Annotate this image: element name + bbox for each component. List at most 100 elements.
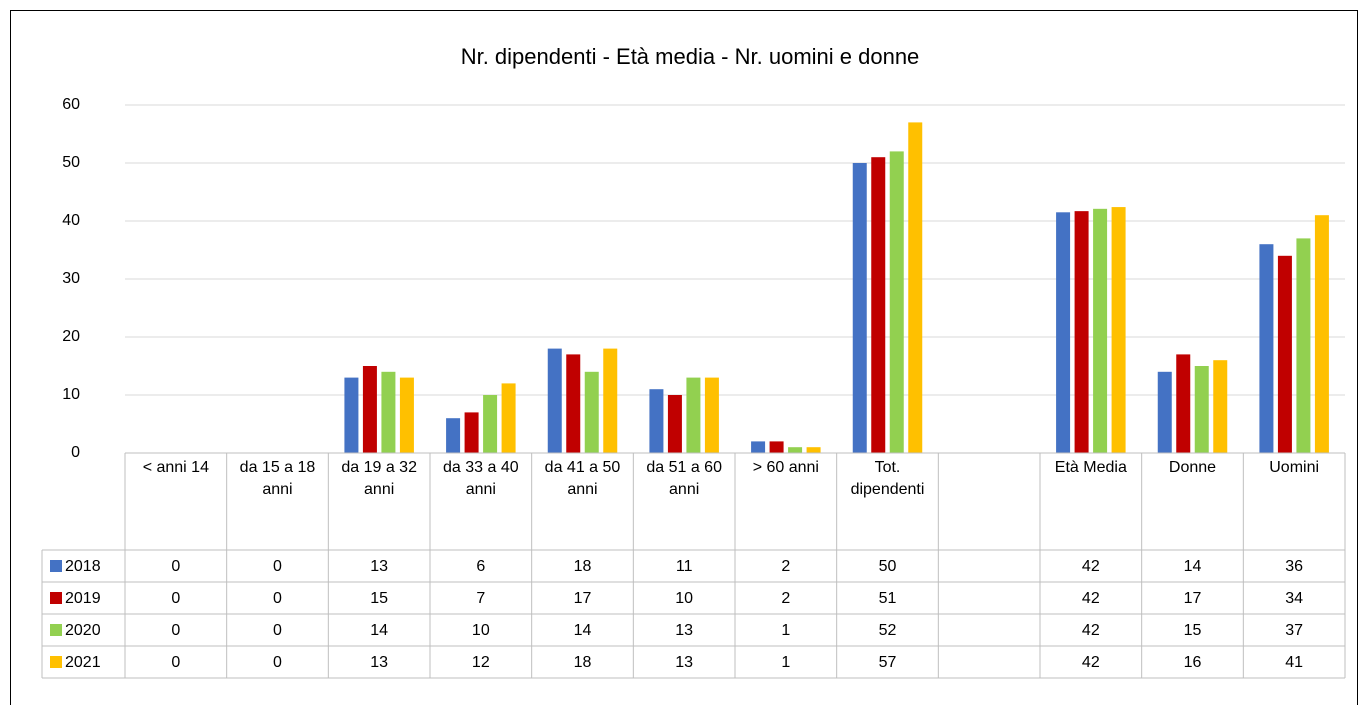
legend-label: 2019 (65, 590, 101, 607)
bar (446, 418, 461, 453)
bar (1111, 207, 1126, 453)
x-tick-label-box: da 33 a 40 anni (443, 459, 519, 498)
bar (769, 441, 784, 453)
table-cell: 0 (171, 622, 180, 639)
x-tick-label-box: da 51 a 60 anni (646, 459, 722, 498)
legend-label: 2018 (65, 558, 101, 575)
table-cell: 0 (273, 590, 282, 607)
x-tick-label: da 51 a 60 anni (646, 459, 722, 498)
legend-swatch (50, 656, 62, 668)
bar (381, 371, 396, 453)
table-cell: 42 (1082, 622, 1100, 639)
bar (751, 441, 766, 453)
x-tick-label-box: da 15 a 18 anni (239, 459, 316, 498)
table-cell: 7 (476, 590, 485, 607)
table-cell: 12 (472, 654, 490, 671)
y-tick-label: 20 (62, 328, 80, 345)
bar (871, 157, 886, 453)
bar (1259, 244, 1274, 453)
table-cell: 15 (370, 590, 388, 607)
x-tick-label: da 41 a 50 anni (544, 459, 621, 498)
bar (362, 366, 377, 453)
table-cell: 18 (574, 558, 592, 575)
x-tick-label: da 19 a 32 anni (341, 459, 417, 498)
bar (1157, 371, 1172, 453)
bar (1277, 255, 1292, 453)
x-tick-label: Donne (1168, 459, 1217, 476)
x-tick-label-box: Donne (1168, 459, 1217, 476)
bar (501, 383, 516, 453)
x-tick-label-box: < anni 14 (142, 459, 209, 476)
table-cell: 10 (675, 590, 693, 607)
table-cell: 42 (1082, 558, 1100, 575)
bar (464, 412, 479, 453)
table-cell: 34 (1285, 590, 1303, 607)
table-cell: 57 (879, 654, 897, 671)
x-tick-label: < anni 14 (142, 459, 209, 476)
y-tick-label: 30 (62, 270, 80, 287)
bar (1093, 208, 1108, 453)
bar (788, 447, 803, 453)
table-cell: 13 (370, 654, 388, 671)
bar (547, 348, 562, 453)
table-cell: 50 (879, 558, 897, 575)
bar (1194, 366, 1209, 453)
chart-title: Nr. dipendenti - Età media - Nr. uomini … (461, 44, 920, 69)
table-cell: 42 (1082, 590, 1100, 607)
frame (10, 10, 1358, 705)
x-tick-label: Età Media (1054, 459, 1127, 476)
bar (1314, 215, 1329, 453)
y-tick-label: 50 (62, 154, 80, 171)
table-cell: 1 (781, 654, 790, 671)
y-tick-label: 40 (62, 212, 80, 229)
table-cell: 14 (574, 622, 592, 639)
table-cell: 14 (370, 622, 388, 639)
bar (908, 122, 923, 454)
table-cell: 0 (171, 558, 180, 575)
table-cell: 13 (370, 558, 388, 575)
bar (1213, 360, 1228, 453)
table-cell: 51 (879, 590, 897, 607)
table-cell: 0 (273, 622, 282, 639)
x-tick-label: da 33 a 40 anni (443, 459, 519, 498)
x-tick-label-box: da 41 a 50 anni (544, 459, 621, 498)
table-cell: 42 (1082, 654, 1100, 671)
table-cell: 18 (574, 654, 592, 671)
bar (889, 151, 904, 453)
table-cell: 0 (273, 654, 282, 671)
x-tick-label: da 15 a 18 anni (239, 459, 316, 498)
bar (483, 395, 498, 453)
x-tick-label-box: Uomini (1269, 459, 1320, 476)
bar (566, 354, 581, 453)
table-cell: 41 (1285, 654, 1303, 671)
bar (806, 447, 821, 453)
x-tick-label-box: Tot. dipendenti (851, 459, 925, 498)
table-cell: 37 (1285, 622, 1303, 639)
table-cell: 11 (676, 558, 693, 575)
table-cell: 2 (781, 558, 790, 575)
table-cell: 14 (1184, 558, 1202, 575)
y-tick-label: 10 (62, 386, 80, 403)
bar (686, 377, 701, 453)
table-cell: 6 (476, 558, 485, 575)
table-cell: 0 (273, 558, 282, 575)
table-cell: 0 (171, 654, 180, 671)
table-cell: 13 (675, 654, 693, 671)
x-tick-label: > 60 anni (752, 459, 819, 476)
table-cell: 15 (1184, 622, 1202, 639)
table-cell: 17 (1184, 590, 1202, 607)
bar (399, 377, 414, 453)
bar (1074, 211, 1089, 453)
x-tick-label-box: Età Media (1054, 459, 1127, 476)
table-cell: 17 (574, 590, 592, 607)
legend-swatch (50, 592, 62, 604)
bar (1296, 238, 1311, 453)
table-cell: 13 (675, 622, 693, 639)
bar (1176, 354, 1191, 453)
legend-swatch (50, 560, 62, 572)
table-cell: 52 (879, 622, 897, 639)
legend-label: 2020 (65, 622, 101, 639)
table-cell: 36 (1285, 558, 1303, 575)
x-tick-label: Uomini (1269, 459, 1320, 476)
table-cell: 0 (171, 590, 180, 607)
